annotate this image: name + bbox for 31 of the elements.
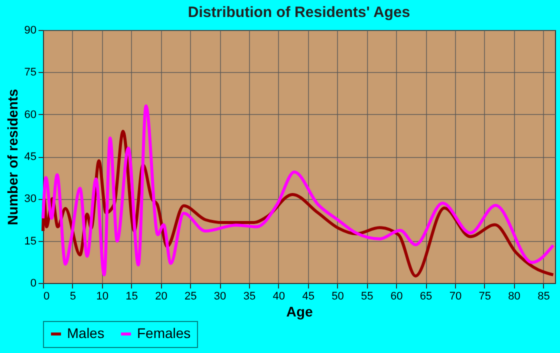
y-tick-label: 15 — [24, 235, 36, 248]
x-tick-label: 65 — [420, 290, 432, 302]
chart-title: Distribution of Residents' Ages — [188, 4, 410, 21]
y-tick-label: 0 — [30, 278, 36, 290]
y-axis-title: Number of residents — [4, 88, 20, 226]
x-tick-label: 70 — [449, 290, 462, 302]
x-tick-label: 30 — [214, 290, 226, 302]
y-tick-label: 45 — [24, 151, 36, 163]
x-tick-label: 55 — [361, 290, 374, 302]
x-tick-label: 50 — [332, 290, 344, 302]
legend-label: Females — [137, 325, 191, 341]
y-tick-label: 30 — [24, 193, 36, 206]
x-tick-label: 25 — [184, 290, 197, 302]
x-tick-label: 80 — [508, 290, 520, 302]
x-tick-label: 35 — [243, 290, 256, 302]
y-tick-label: 90 — [24, 24, 36, 36]
x-axis-title: Age — [286, 304, 313, 320]
x-tick-label: 45 — [302, 290, 314, 302]
x-tick-label: 5 — [70, 290, 76, 302]
x-tick-label: 10 — [96, 290, 108, 302]
x-tick-label: 60 — [390, 290, 403, 302]
x-tick-label: 0 — [44, 290, 50, 302]
x-tick-label: 85 — [538, 290, 550, 302]
x-tick-label: 40 — [272, 290, 286, 302]
y-tick-label: 75 — [24, 66, 36, 79]
legend-label: Males — [67, 325, 104, 341]
y-tick-label: 60 — [24, 108, 36, 121]
line-series — [42, 104, 555, 276]
x-tick-label: 15 — [126, 290, 138, 302]
x-tick-label: 20 — [155, 290, 168, 302]
x-tick-label: 75 — [478, 290, 492, 302]
